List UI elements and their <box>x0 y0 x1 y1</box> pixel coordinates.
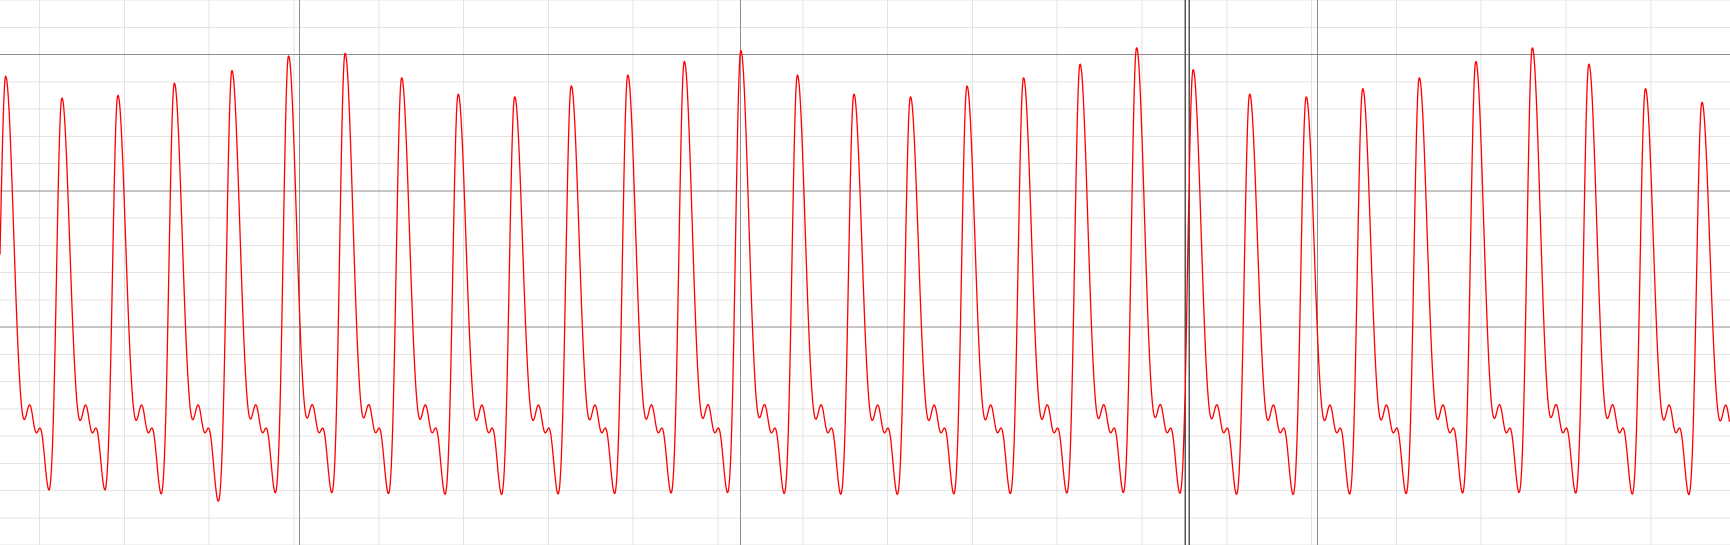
waveform-trace <box>0 47 1730 502</box>
trace-layer <box>0 47 1730 502</box>
cursor-layer <box>1184 0 1191 545</box>
